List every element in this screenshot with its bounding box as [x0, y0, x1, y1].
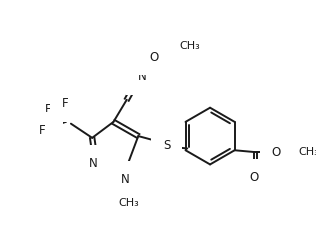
Text: O: O [250, 171, 259, 184]
Text: CH₃: CH₃ [179, 41, 200, 51]
Text: CH₃: CH₃ [298, 147, 316, 157]
Text: CH₃: CH₃ [118, 198, 139, 208]
Text: F: F [62, 97, 69, 110]
Text: O: O [149, 51, 159, 64]
Text: F: F [45, 103, 51, 116]
Text: F: F [39, 124, 46, 137]
Text: N: N [89, 157, 97, 170]
Text: O: O [272, 145, 281, 159]
Text: N: N [137, 70, 146, 83]
Text: S: S [163, 139, 170, 152]
Text: N: N [121, 173, 129, 186]
